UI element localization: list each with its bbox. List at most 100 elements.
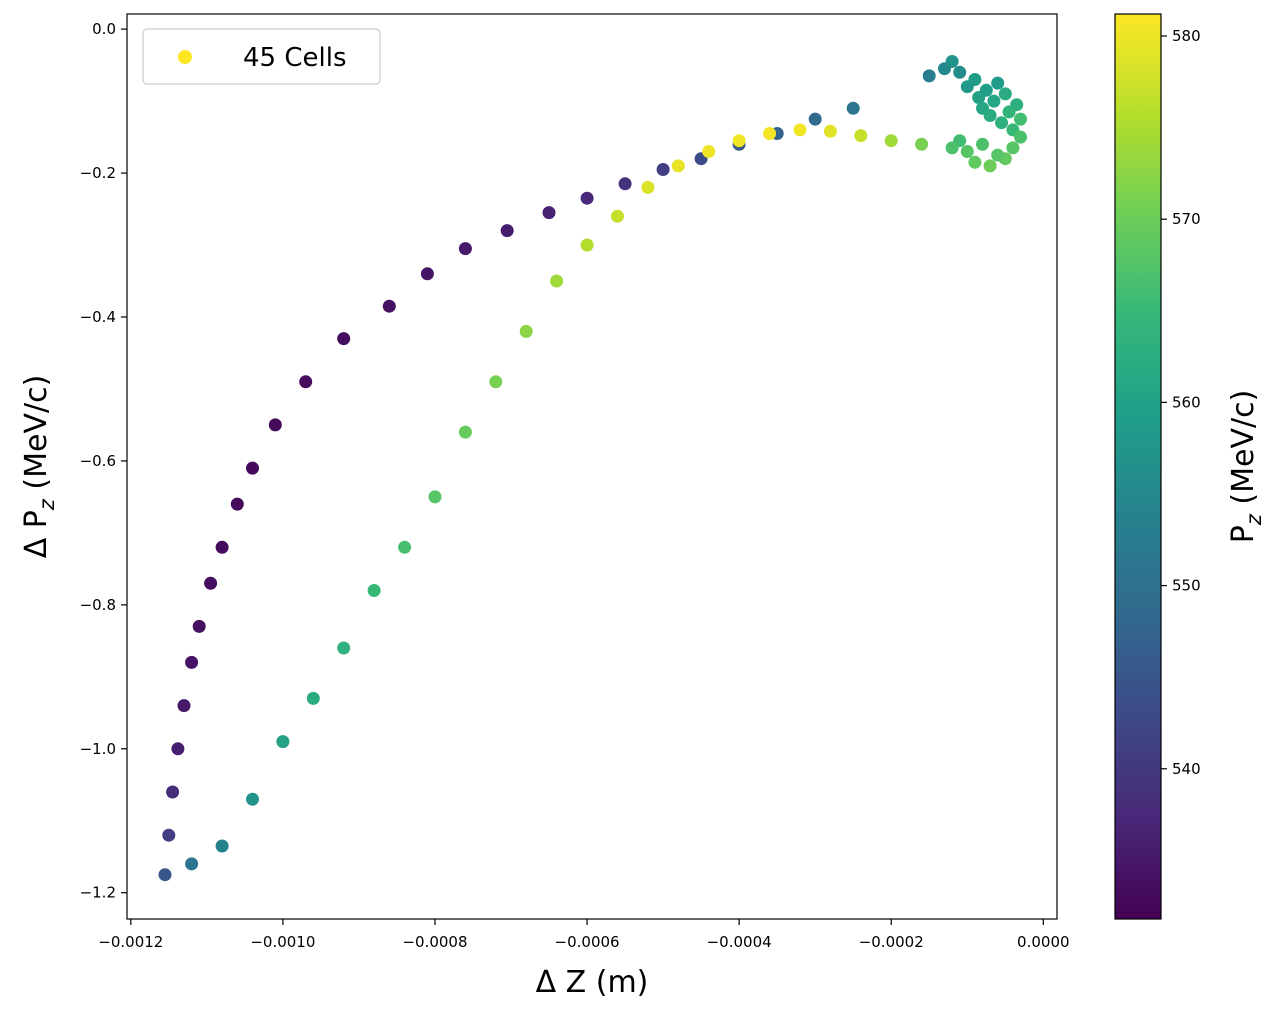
y-tick-label: −0.8 <box>80 596 116 614</box>
data-point <box>489 375 503 389</box>
data-point <box>158 868 172 882</box>
x-tick-label: −0.0006 <box>555 933 620 951</box>
data-point <box>702 145 716 158</box>
data-point <box>987 94 1001 108</box>
data-point <box>428 490 442 504</box>
y-tick-label: −1.2 <box>80 884 116 902</box>
data-point <box>1006 141 1020 155</box>
x-tick-label: −0.0008 <box>402 933 467 951</box>
data-point <box>1010 98 1024 112</box>
y-tick-label: −0.2 <box>80 164 116 182</box>
data-point <box>246 792 259 806</box>
y-tick-label: −0.4 <box>80 308 116 326</box>
legend-box <box>142 28 381 85</box>
data-point <box>793 123 807 137</box>
y-axis-title-main: Δ P <box>19 510 54 558</box>
data-point <box>983 109 997 122</box>
data-point <box>306 691 320 705</box>
colorbar-tick-label: 580 <box>1172 27 1201 45</box>
data-point <box>246 461 259 475</box>
colorbar-tick-label: 550 <box>1172 577 1201 595</box>
data-point <box>185 857 199 871</box>
x-tick-label: −0.0010 <box>250 933 315 951</box>
y-axis-title-subscript: z <box>35 498 59 511</box>
colorbar-title-units: (MeV/c) <box>1226 390 1261 514</box>
data-point <box>656 163 670 176</box>
colorbar-frame <box>1114 13 1162 920</box>
data-point <box>162 828 176 842</box>
data-point <box>945 141 959 155</box>
data-point <box>185 655 199 669</box>
y-tick-label: −1.0 <box>80 740 116 758</box>
colorbar-ticks: 540 550 560 570 580 <box>1161 27 1201 778</box>
data-point <box>192 619 206 633</box>
points-layer <box>158 55 1027 882</box>
data-point <box>580 191 594 205</box>
data-point <box>983 159 997 173</box>
data-point <box>215 540 229 554</box>
data-point <box>420 267 434 281</box>
data-point <box>550 274 564 288</box>
data-point <box>846 101 860 115</box>
legend-marker <box>178 50 192 64</box>
colorbar-title-main: P <box>1226 525 1261 543</box>
data-point <box>204 576 218 590</box>
data-point <box>808 112 822 126</box>
colorbar-tick-label: 540 <box>1172 760 1201 778</box>
data-point <box>823 124 837 138</box>
data-point <box>299 375 313 389</box>
data-point <box>732 134 746 148</box>
data-point <box>215 839 229 853</box>
data-point <box>382 299 396 313</box>
legend-label: 45 Cells <box>243 43 347 73</box>
data-point <box>337 641 351 655</box>
data-point <box>458 425 472 439</box>
data-point <box>641 180 655 194</box>
data-point <box>1014 130 1027 144</box>
data-point <box>979 83 993 97</box>
plot-area-frame <box>126 13 1058 920</box>
data-point <box>915 137 929 151</box>
colorbar-title-subscript: z <box>1242 513 1266 526</box>
y-tick-label: 0.0 <box>92 20 116 38</box>
data-point <box>337 332 351 346</box>
data-point <box>1014 112 1027 126</box>
data-point <box>884 134 898 148</box>
legend: 45 Cells <box>142 28 381 85</box>
data-point <box>671 159 685 173</box>
data-point <box>519 324 533 338</box>
data-point <box>618 177 632 191</box>
data-point <box>276 735 290 749</box>
x-tick-label: 0.0000 <box>1017 933 1070 951</box>
data-point <box>230 497 244 511</box>
data-point <box>854 129 868 143</box>
data-point <box>968 73 982 86</box>
x-axis: −0.0012 −0.0010 −0.0008 −0.0006 −0.0004 −0.00… <box>98 919 1070 951</box>
colorbar-gradient <box>1115 14 1161 919</box>
x-axis-title: Δ Z (m) <box>536 965 649 1000</box>
x-tick-label: −0.0012 <box>98 933 163 951</box>
x-tick-label: −0.0004 <box>707 933 772 951</box>
colorbar-tick-label: 560 <box>1172 393 1201 411</box>
data-point <box>177 699 191 713</box>
data-point <box>611 209 624 223</box>
data-point <box>991 148 1005 162</box>
colorbar-tick-label: 570 <box>1172 210 1201 228</box>
data-point <box>991 76 1005 90</box>
data-point <box>960 145 974 158</box>
data-point <box>398 540 412 554</box>
data-point <box>763 127 777 140</box>
x-tick-label: −0.0002 <box>859 933 924 951</box>
data-point <box>166 785 180 799</box>
data-point <box>171 742 185 756</box>
data-point <box>268 418 282 432</box>
data-point <box>998 87 1012 101</box>
y-tick-label: −0.6 <box>80 452 116 470</box>
data-point <box>922 69 936 83</box>
data-point <box>976 137 989 151</box>
data-point <box>995 116 1008 130</box>
data-point <box>500 224 514 238</box>
colorbar-title: Pz (MeV/c) <box>1226 390 1266 544</box>
data-point <box>580 238 594 252</box>
